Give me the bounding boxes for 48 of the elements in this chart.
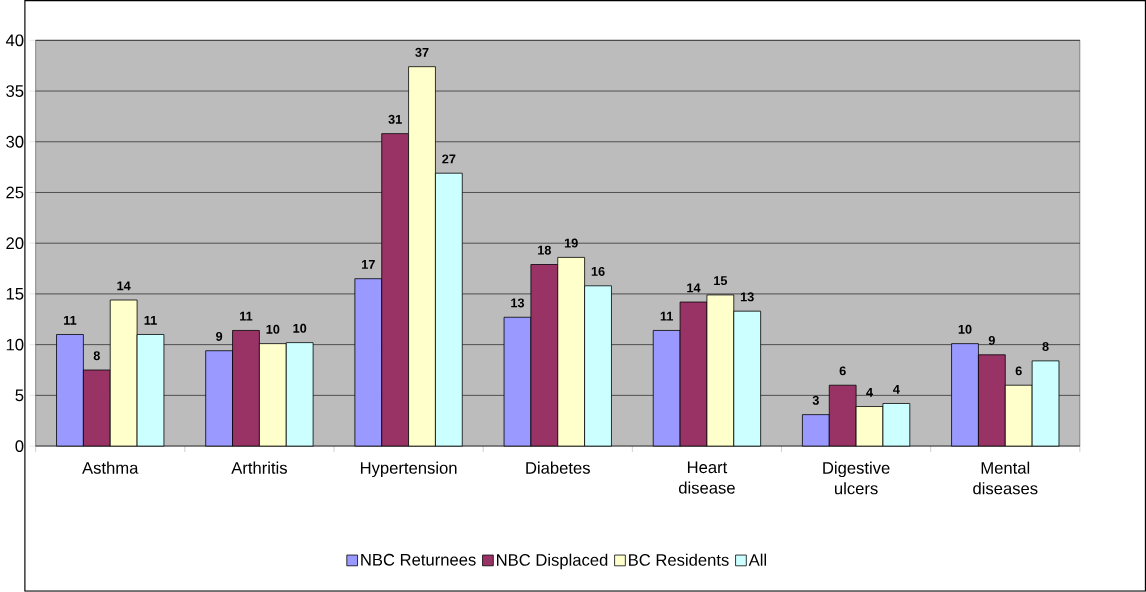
legend-label: All <box>748 553 767 566</box>
data-label: 11 <box>660 311 674 321</box>
data-label: 11 <box>64 316 77 325</box>
data-label: 13 <box>511 298 525 308</box>
data-label: 16 <box>591 267 605 277</box>
y-tick-label: 40 <box>5 34 24 47</box>
data-label: 8 <box>93 351 100 361</box>
data-label: 15 <box>714 276 728 286</box>
data-label: 4 <box>866 388 873 397</box>
data-label: 17 <box>362 260 375 269</box>
data-label: 14 <box>687 283 701 293</box>
data-label: 4 <box>893 385 900 394</box>
legend-label: NBC Displaced <box>497 553 608 570</box>
legend-label: NBC Returnees <box>361 553 476 566</box>
data-label: 14 <box>117 281 131 291</box>
y-tick-label: 10 <box>6 338 24 351</box>
data-label: 13 <box>740 292 754 302</box>
data-label: 19 <box>564 238 578 248</box>
data-label: 9 <box>216 332 223 342</box>
x-tick-label: Hypertension <box>360 461 457 478</box>
data-label: 10 <box>293 323 307 333</box>
data-label: 27 <box>442 154 456 164</box>
x-tick-label: Asthma <box>82 461 139 474</box>
y-tick-label: 5 <box>15 389 24 402</box>
x-tick-label: Arthritis <box>231 461 287 474</box>
data-label: 37 <box>415 47 429 57</box>
y-tick-label: 20 <box>6 237 24 250</box>
y-tick-label: 30 <box>6 135 24 148</box>
x-tick-label: Mental diseases <box>973 461 1038 495</box>
data-label: 18 <box>538 245 551 255</box>
data-label: 10 <box>958 324 972 334</box>
y-tick-label: 15 <box>6 288 24 300</box>
data-label: 9 <box>988 336 995 346</box>
data-label: 31 <box>388 114 402 124</box>
data-label: 10 <box>266 324 280 334</box>
x-tick-label: Digestive ulcers <box>823 461 890 495</box>
legend-label: BC Residents <box>629 553 729 566</box>
data-label: 6 <box>1015 366 1022 376</box>
y-tick-label: 35 <box>6 85 24 98</box>
y-tick-label: 25 <box>6 186 24 199</box>
data-label: 11 <box>240 311 253 321</box>
data-label: 3 <box>812 395 819 405</box>
x-tick-label: Heart disease <box>678 461 735 494</box>
y-tick-label: 0 <box>15 440 24 453</box>
x-tick-label: Diabetes <box>526 461 590 474</box>
data-label: 8 <box>1042 342 1049 352</box>
data-label: 11 <box>144 316 157 325</box>
data-label: 6 <box>839 366 846 376</box>
